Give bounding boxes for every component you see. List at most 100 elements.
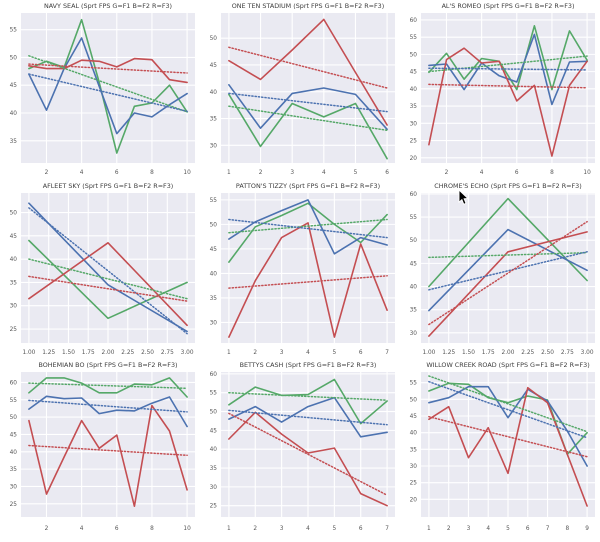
subplot-svg: 30 35 40 45 50 55 60 1.00 1.25 1.50 1.75 2.00 2.25 2.… (410, 182, 595, 356)
x-tick-label: 6 (115, 170, 119, 176)
series-line-blue (28, 395, 188, 428)
y-tick-label: 35 (210, 296, 218, 302)
y-tick-label: 60 (10, 380, 18, 386)
y-tick-label: 50 (10, 415, 18, 421)
subplot-cell: 25 30 35 40 45 50 55 60 1 2 3 4 5 6 7 BETTYS CASH (Sprt… (200, 360, 400, 542)
x-tick-label: 6 (515, 170, 519, 176)
x-tick-label: 4 (306, 350, 310, 356)
y-tick-label: 35 (210, 117, 218, 123)
series-line-green (28, 377, 188, 398)
y-tick-label: 35 (10, 139, 18, 145)
y-tick-label: 30 (210, 143, 218, 149)
series-line-blue (428, 385, 588, 467)
trend-line-green (28, 382, 188, 390)
y-tick-label: 55 (210, 391, 218, 397)
x-tick-label: 2 (259, 170, 263, 176)
x-tick-label: 1.25 (42, 350, 55, 356)
y-tick-label: 50 (410, 238, 418, 244)
y-tick-label: 30 (210, 320, 218, 326)
y-tick-label: 30 (10, 304, 18, 310)
y-tick-label: 50 (210, 410, 218, 416)
x-tick-label: 1.00 (22, 350, 35, 356)
x-tick-label: 1 (227, 526, 231, 532)
series-line-green (28, 18, 188, 154)
y-tick-label: 40 (10, 257, 18, 263)
y-tick-label: 25 (10, 327, 18, 333)
y-tick-label: 40 (210, 271, 218, 277)
series-line-green (428, 24, 588, 91)
trend-line-green (428, 251, 588, 259)
series-line-red (228, 222, 388, 338)
x-tick-label: 3 (280, 526, 284, 532)
subplot-cell: 25 30 35 40 45 50 1.00 1.25 1.50 1.75 2.00 2.25 2.50… (0, 180, 200, 360)
x-tick-label: 1.00 (422, 350, 435, 356)
x-tick-label: 2.50 (141, 350, 154, 356)
series-line-red (28, 404, 188, 507)
y-tick-label: 45 (210, 247, 218, 253)
y-tick-label: 45 (410, 70, 418, 76)
subplot-svg: 20 25 30 35 40 45 50 55 60 2 4 6 8 10 AL'S ROMEO (Sprt… (410, 2, 595, 176)
x-tick-label: 5 (333, 350, 337, 356)
subplot-cell: 20 25 30 35 40 45 50 55 1 2 3 4 5 6 7 8 9 WILLOW CREEK RO… (400, 360, 600, 542)
y-tick-label: 50 (10, 211, 18, 217)
subplot-cell: 35 40 45 50 55 2 4 6 8 10 NAVY SEAL (Sprt FPS G=F1… (0, 0, 200, 180)
chart-title: BETTYS CASH (Sprt FPS G=F1 B=F2 R=F3) (240, 361, 377, 369)
x-tick-label: 4 (486, 526, 490, 532)
y-tick-label: 45 (10, 234, 18, 240)
plot-area (21, 372, 195, 517)
y-tick-label: 45 (210, 428, 218, 434)
x-tick-label: 8 (150, 526, 154, 532)
chart-title: ONE TEN STADIUM (Sprt FPS G=F1 B=F2 R=F3… (232, 2, 385, 10)
trend-line-blue (228, 409, 388, 426)
y-tick-label: 50 (410, 52, 418, 58)
x-tick-label: 1.50 (462, 350, 475, 356)
subplot-cell: 25 30 35 40 45 50 55 60 2 4 6 8 10 BOHEMIAN BO (Sprt … (0, 360, 200, 542)
y-tick-label: 40 (210, 90, 218, 96)
x-tick-label: 5 (333, 526, 337, 532)
y-tick-label: 35 (410, 447, 418, 453)
y-tick-label: 40 (410, 285, 418, 291)
y-tick-label: 35 (10, 467, 18, 473)
trend-line-red (28, 275, 188, 302)
x-tick-label: 3.00 (581, 350, 594, 356)
y-tick-label: 35 (410, 104, 418, 110)
x-tick-label: 4 (306, 526, 310, 532)
y-tick-label: 55 (410, 215, 418, 221)
trend-line-green (28, 258, 188, 300)
x-tick-label: 1 (227, 350, 231, 356)
trend-line-blue (428, 251, 588, 291)
x-tick-label: 2 (445, 170, 449, 176)
x-tick-label: 6 (115, 526, 119, 532)
x-tick-label: 6 (359, 526, 363, 532)
y-tick-label: 45 (210, 63, 218, 69)
chart-title: BOHEMIAN BO (Sprt FPS G=F1 B=F2 R=F3) (38, 361, 177, 369)
y-tick-label: 25 (210, 504, 218, 510)
y-tick-label: 60 (410, 18, 418, 24)
y-tick-label: 55 (410, 35, 418, 41)
trend-line-blue (28, 207, 188, 335)
series-line-blue (228, 396, 388, 438)
x-tick-label: 4 (80, 526, 84, 532)
y-tick-label: 40 (10, 111, 18, 117)
subplot-cell: 30 35 40 45 50 1 2 3 4 5 6 ONE TEN STADIUM (Sprt FP… (200, 0, 400, 180)
x-tick-label: 10 (183, 526, 191, 532)
trend-line-blue (28, 399, 188, 413)
y-tick-label: 60 (210, 372, 218, 378)
trend-line-green (228, 391, 388, 401)
trend-line-blue (228, 218, 388, 239)
y-tick-label: 50 (210, 36, 218, 42)
x-tick-label: 3 (467, 526, 471, 532)
x-tick-label: 2 (253, 526, 257, 532)
x-tick-label: 5 (506, 526, 510, 532)
trend-line-red (428, 415, 588, 458)
y-tick-label: 50 (10, 55, 18, 61)
trend-line-green (228, 218, 388, 234)
x-tick-label: 6 (526, 526, 530, 532)
y-tick-label: 40 (410, 431, 418, 437)
y-tick-label: 50 (210, 222, 218, 228)
y-tick-label: 35 (410, 308, 418, 314)
